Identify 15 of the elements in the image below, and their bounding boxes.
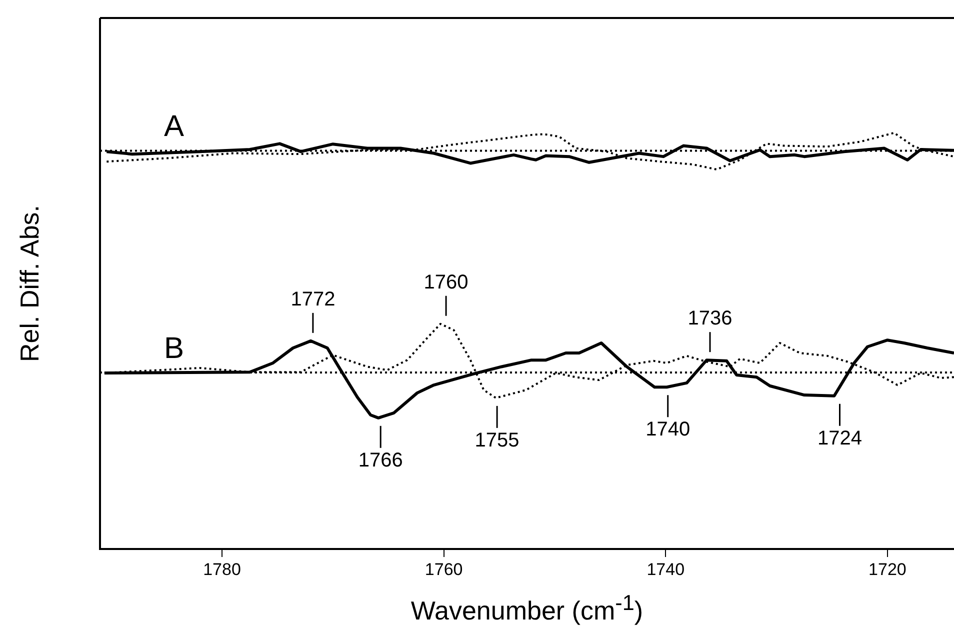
annotation: 1755 [474,429,520,452]
annotation: 1772 [290,288,336,310]
x-tick-label: 1740 [646,560,685,579]
annotation: 1724 [818,427,862,450]
annotation: 1740 [646,418,690,441]
annotation: A [164,110,184,144]
annotation: 1766 [358,449,403,472]
x-tick-label: 1760 [424,560,463,579]
x-tick-label: 1720 [868,560,906,579]
annotation: 1736 [688,308,732,330]
x-tick-label: 1780 [203,560,241,579]
y-axis-title: Rel. Diff. Abs. [14,204,46,364]
annotation: B [164,332,184,365]
annotation: 1760 [424,271,468,294]
x-axis-title: Wavenumber (cm$^{-1}$) [410,590,644,627]
